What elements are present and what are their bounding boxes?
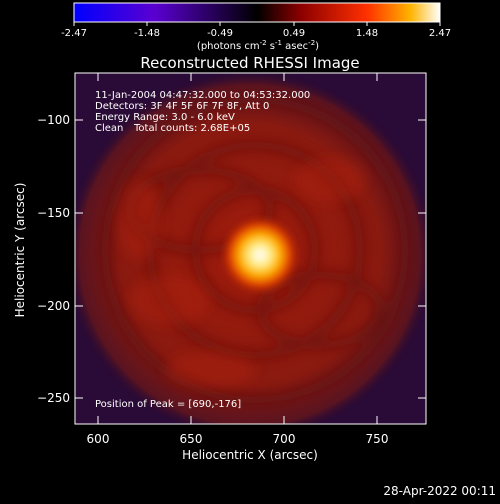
x-tick-label: 700 [273, 432, 296, 446]
colorbar-tick: 1.48 [356, 28, 378, 39]
y-axis-ticks [75, 119, 426, 399]
colorbar: -2.47 -1.48 -0.49 0.49 1.48 2.47 (photon… [61, 2, 451, 52]
plot-frame [74, 72, 427, 425]
y-tick-label: −200 [37, 299, 70, 313]
image-title: Reconstructed RHESSI Image [140, 54, 359, 72]
x-tick-label: 650 [180, 432, 203, 446]
colorbar-tick: 0.49 [283, 28, 305, 39]
x-axis-ticks [97, 73, 378, 424]
clean-label: Clean [95, 123, 123, 134]
time-range: 11-Jan-2004 04:47:32.000 to 04:53:32.000 [95, 90, 310, 101]
peak-position: Position of Peak = [690,-176] [95, 399, 241, 410]
y-axis-title: Heliocentric Y (arcsec) [13, 183, 27, 318]
colorbar-gradient [74, 3, 440, 22]
colorbar-tick: -0.49 [207, 28, 233, 39]
y-tick-label: −100 [37, 113, 70, 127]
detectors: Detectors: 3F 4F 5F 6F 7F 8F, Att 0 [95, 101, 269, 112]
colorbar-tick: -2.47 [61, 28, 87, 39]
y-tick-label: −250 [37, 391, 70, 405]
footer-date: 28-Apr-2022 00:11 [383, 484, 496, 498]
y-tick-label: −150 [37, 206, 70, 220]
total-counts: Total counts: 2.68E+05 [133, 123, 250, 134]
colorbar-tick: 2.47 [429, 28, 451, 39]
peak-source [220, 215, 300, 295]
colorbar-units: (photons cm-2 s-1 asec-2) [197, 39, 319, 52]
x-tick-label: 750 [366, 432, 389, 446]
solar-image [75, 73, 426, 424]
energy-range: Energy Range: 3.0 - 6.0 keV [95, 112, 235, 123]
x-tick-label: 600 [87, 432, 110, 446]
colorbar-tick: -1.48 [134, 28, 160, 39]
x-axis-title: Heliocentric X (arcsec) [182, 448, 318, 462]
